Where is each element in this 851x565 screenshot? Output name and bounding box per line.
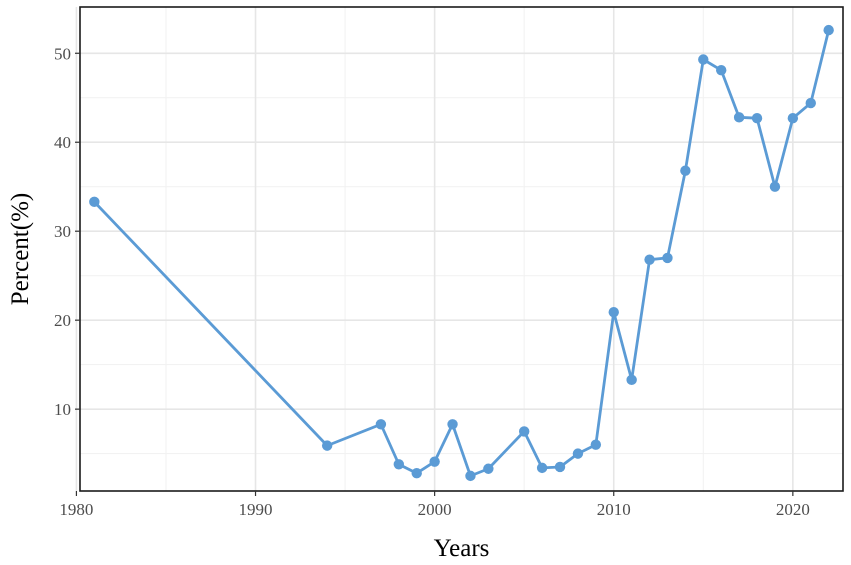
axis-ticks: 1980 1990 2000 2010 2020 10 20 30 40 50 bbox=[54, 44, 810, 519]
data-point bbox=[536, 462, 548, 474]
data-point bbox=[626, 374, 637, 385]
data-point bbox=[429, 456, 440, 467]
y-tick-label: 10 bbox=[54, 400, 71, 419]
x-tick-label: 2010 bbox=[597, 500, 631, 519]
x-tick-label: 1990 bbox=[239, 500, 273, 519]
x-tick-label: 2000 bbox=[418, 500, 452, 519]
data-point bbox=[698, 54, 709, 65]
data-point bbox=[733, 112, 745, 123]
data-point bbox=[751, 113, 763, 124]
data-point bbox=[321, 440, 333, 451]
series-layer bbox=[89, 24, 834, 482]
data-point bbox=[518, 426, 530, 437]
data-point bbox=[805, 97, 816, 109]
data-point bbox=[375, 419, 387, 430]
data-point bbox=[823, 24, 834, 36]
data-point bbox=[447, 419, 458, 430]
y-tick-label: 30 bbox=[54, 222, 71, 241]
data-point bbox=[662, 252, 673, 264]
x-tick-label: 2020 bbox=[776, 500, 810, 519]
y-tick-label: 20 bbox=[54, 311, 71, 330]
data-point bbox=[716, 64, 727, 76]
data-point bbox=[644, 254, 655, 265]
data-point bbox=[590, 439, 602, 450]
y-tick-label: 50 bbox=[54, 44, 71, 63]
data-point bbox=[769, 181, 781, 192]
data-point bbox=[411, 468, 422, 479]
x-tick-label: 1980 bbox=[59, 500, 93, 519]
data-point bbox=[787, 113, 799, 124]
major-gridlines bbox=[75, 7, 843, 491]
data-point bbox=[554, 461, 566, 473]
data-point bbox=[572, 448, 584, 459]
plot-panel-border bbox=[79, 6, 844, 492]
data-point bbox=[483, 463, 494, 474]
x-axis-title: Years bbox=[434, 535, 490, 562]
data-point bbox=[89, 196, 100, 208]
data-point bbox=[465, 470, 476, 482]
y-axis-title: Percent(%) bbox=[7, 193, 34, 305]
data-point bbox=[608, 306, 619, 318]
data-point bbox=[680, 165, 691, 176]
minor-gridlines bbox=[80, 7, 843, 491]
y-tick-label: 40 bbox=[54, 133, 71, 152]
data-point bbox=[393, 459, 405, 470]
